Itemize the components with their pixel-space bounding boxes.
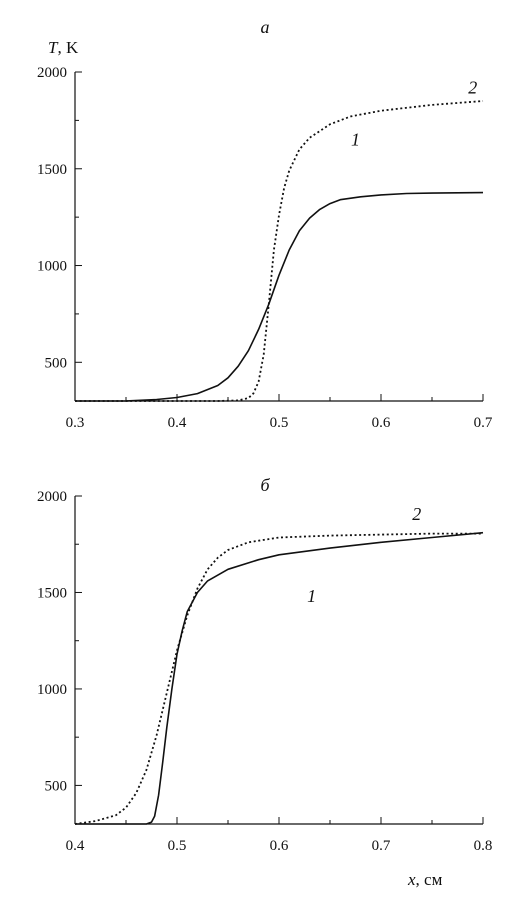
- x-axis-symbol: x: [407, 870, 416, 889]
- series-line-1-solid: [75, 531, 484, 825]
- x-axis-unit: , см: [416, 870, 443, 889]
- x-tick-label: 0.3: [66, 415, 85, 431]
- series-label: 1: [307, 586, 316, 606]
- x-tick-label: 0.8: [474, 838, 493, 854]
- x-tick-label: 0.4: [66, 838, 85, 854]
- series-label: 2: [468, 77, 477, 97]
- x-tick-label: 0.5: [270, 415, 289, 431]
- panel-letter: б: [260, 475, 270, 495]
- series-label: 2: [412, 504, 421, 524]
- y-tick-label: 1500: [37, 585, 67, 601]
- y-axis-title: T, K: [48, 38, 79, 57]
- x-tick-label: 0.6: [270, 838, 289, 854]
- panel-b: 500 1000 1500 2000 0.4 0.5 0.6 0.7 0.8 1 2 б x, см: [37, 475, 492, 889]
- panel-letter: а: [261, 17, 270, 37]
- y-tick-label: 500: [45, 355, 68, 371]
- series-label: 1: [351, 130, 360, 150]
- y-axis-symbol: T: [48, 38, 59, 57]
- y-tick-label: 1500: [37, 162, 67, 178]
- y-tick-label: 1000: [37, 259, 67, 275]
- y-axis-unit: , K: [57, 38, 79, 57]
- x-tick-label: 0.7: [474, 415, 493, 431]
- x-tick-label: 0.6: [372, 415, 391, 431]
- y-tick-label: 2000: [37, 65, 67, 81]
- x-tick-label: 0.7: [372, 838, 391, 854]
- series-line-1-solid: [75, 191, 484, 402]
- x-axis-title: x, см: [407, 870, 443, 889]
- series-line-2-dotted: [75, 100, 484, 402]
- x-tick-label: 0.5: [168, 838, 187, 854]
- x-tick-label: 0.4: [168, 415, 187, 431]
- series-line-2-dotted: [74, 532, 483, 825]
- y-tick-label: 2000: [37, 489, 67, 505]
- y-tick-label: 500: [45, 778, 68, 794]
- panel-a: 500 1000 1500 2000 0.3 0.4 0.5 0.6 0.7 1 2 а T, K: [37, 17, 493, 431]
- y-tick-label: 1000: [37, 682, 67, 698]
